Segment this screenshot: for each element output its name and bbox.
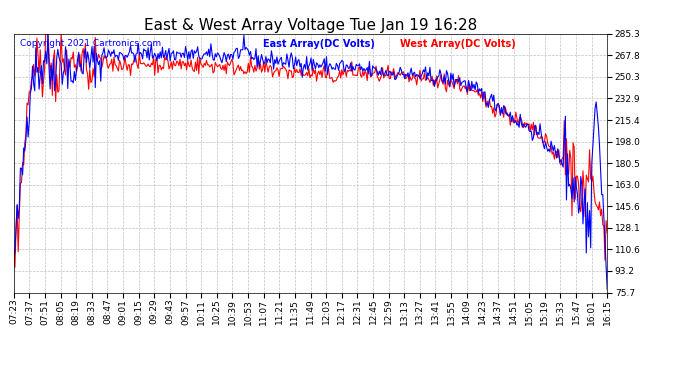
Text: East Array(DC Volts): East Array(DC Volts) — [263, 39, 375, 49]
Text: West Array(DC Volts): West Array(DC Volts) — [400, 39, 515, 49]
Title: East & West Array Voltage Tue Jan 19 16:28: East & West Array Voltage Tue Jan 19 16:… — [144, 18, 477, 33]
Text: Copyright 2021 Cartronics.com: Copyright 2021 Cartronics.com — [20, 39, 161, 48]
